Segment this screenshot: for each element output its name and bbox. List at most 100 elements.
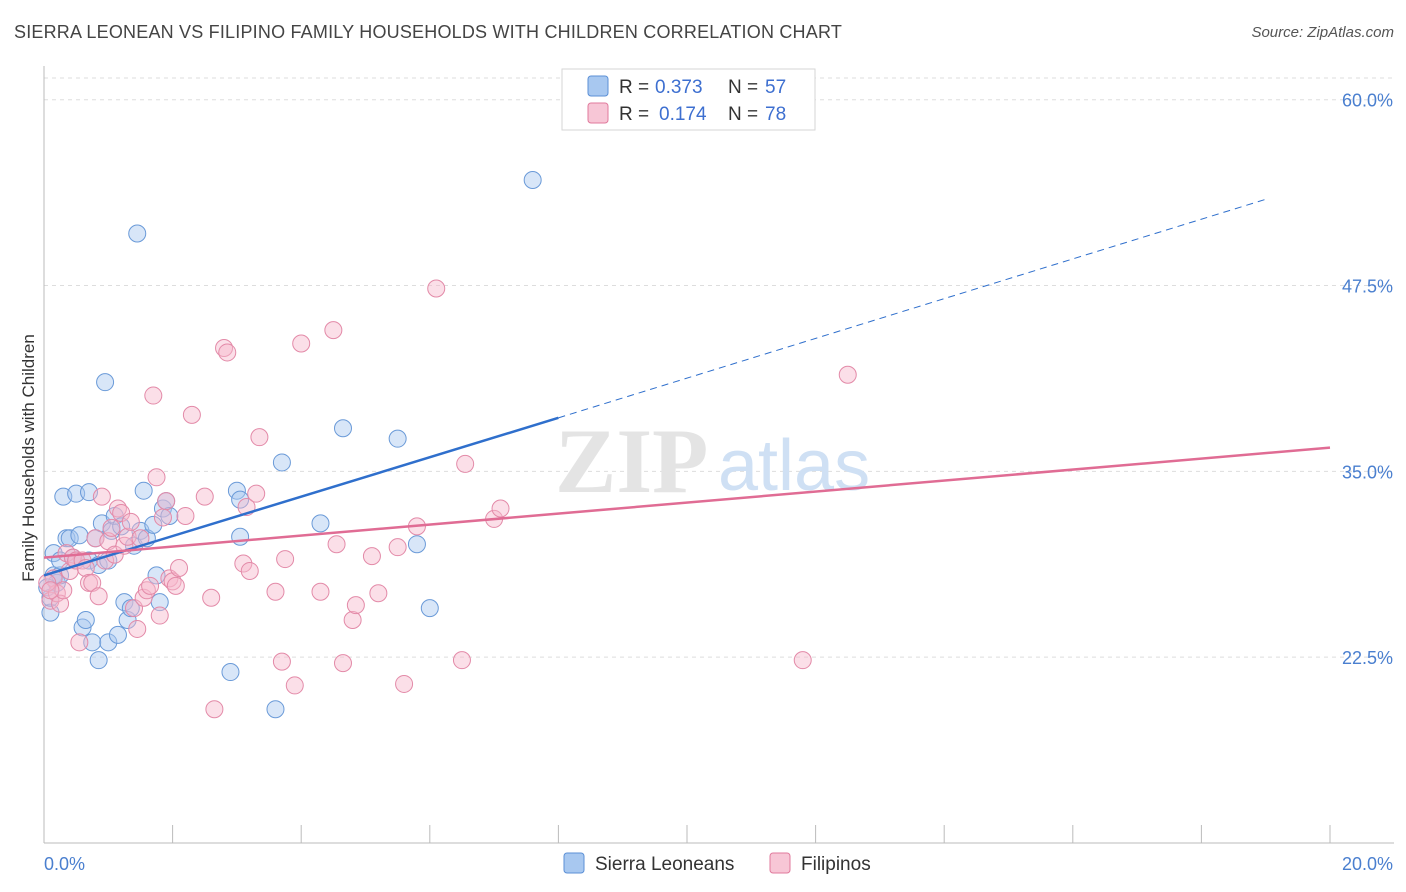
point-filipino-45 [205, 700, 224, 719]
point-filipino-67 [395, 674, 414, 693]
point-filipino-47 [218, 343, 237, 362]
point-sierra-55 [523, 171, 542, 190]
point-filipino-53 [266, 582, 285, 601]
data-points [38, 171, 857, 719]
point-filipino-3 [51, 594, 70, 613]
point-filipino-57 [292, 334, 311, 353]
point-sierra-34 [128, 224, 147, 243]
trend-lines [43, 198, 1331, 577]
point-filipino-9 [70, 633, 89, 652]
chart-source: Source: ZipAtlas.com [1251, 24, 1394, 41]
legend-n-value-filipino: 78 [765, 104, 786, 125]
point-sierra-38 [144, 515, 163, 534]
x-tick-label-min: 0.0% [44, 854, 85, 874]
legend-n-value-sierra: 57 [765, 77, 786, 98]
trend-line-sierra-extension [558, 198, 1266, 419]
point-filipino-60 [327, 535, 346, 554]
point-filipino-42 [182, 405, 201, 424]
point-filipino-64 [362, 547, 381, 566]
point-filipino-15 [89, 587, 108, 606]
point-sierra-49 [272, 453, 291, 472]
x-tick-labels: 0.0% 20.0% [44, 854, 1393, 874]
bottom-legend: Sierra Leoneans Filipinos [563, 852, 871, 875]
point-sierra-54 [420, 599, 439, 618]
point-filipino-32 [144, 386, 163, 405]
point-filipino-36 [157, 492, 176, 511]
point-sierra-25 [99, 633, 118, 652]
point-filipino-27 [128, 619, 147, 638]
point-filipino-44 [202, 588, 221, 607]
point-filipino-73 [491, 499, 510, 518]
point-sierra-23 [96, 373, 115, 392]
point-filipino-61 [333, 654, 352, 673]
y-tick-label-3: 60.0% [1342, 91, 1393, 111]
point-sierra-43 [160, 506, 179, 525]
point-filipino-63 [346, 596, 365, 615]
point-sierra-21 [89, 651, 108, 670]
point-sierra-12 [67, 484, 86, 503]
point-filipino-0 [41, 591, 60, 610]
point-sierra-29 [112, 517, 131, 536]
point-filipino-55 [276, 550, 295, 569]
x-tick-label-max: 20.0% [1342, 854, 1393, 874]
point-filipino-34 [150, 606, 169, 625]
watermark-zip: ZIP [555, 410, 708, 512]
legend-r-value-filipino: 0.174 [659, 104, 707, 125]
bottom-legend-swatch-filipino [769, 852, 791, 874]
point-filipino-41 [176, 506, 195, 525]
y-tick-labels: 22.5% 35.0% 47.5% 60.0% [1342, 91, 1393, 668]
point-sierra-50 [311, 514, 330, 533]
point-sierra-28 [108, 625, 127, 644]
point-filipino-75 [838, 365, 857, 384]
point-filipino-77 [41, 581, 60, 600]
watermark: ZIP atlas [555, 410, 870, 512]
point-filipino-69 [427, 279, 446, 298]
axes [43, 66, 1394, 844]
point-filipino-50 [240, 561, 259, 580]
point-sierra-46 [231, 527, 250, 546]
point-sierra-18 [83, 633, 102, 652]
y-axis-label: Family Households with Children [19, 334, 38, 582]
point-filipino-39 [166, 576, 185, 595]
legend-swatch-sierra [587, 75, 609, 97]
legend-swatch-filipino [587, 102, 609, 124]
point-sierra-13 [70, 526, 89, 545]
point-filipino-71 [456, 454, 475, 473]
point-filipino-33 [147, 468, 166, 487]
legend-n-label-filipino: N = [728, 104, 758, 125]
legend-box: R = 0.373 N = 57 R = 0.174 N = 78 [561, 68, 816, 131]
point-filipino-59 [324, 321, 343, 340]
y-tick-label-1: 35.0% [1342, 462, 1393, 482]
bottom-legend-label-sierra: Sierra Leoneans [595, 854, 734, 875]
point-filipino-40 [170, 558, 189, 577]
point-sierra-15 [76, 611, 95, 630]
legend-r-value-sierra: 0.373 [655, 77, 703, 98]
bottom-legend-label-filipino: Filipinos [801, 854, 871, 875]
point-filipino-35 [153, 508, 172, 527]
point-filipino-19 [102, 518, 121, 537]
point-sierra-51 [333, 419, 352, 438]
point-filipino-54 [272, 652, 291, 671]
point-filipino-31 [141, 576, 160, 595]
point-filipino-48 [234, 554, 253, 573]
trend-line-filipino [43, 446, 1331, 559]
point-filipino-43 [195, 487, 214, 506]
point-filipino-24 [118, 527, 137, 546]
point-filipino-62 [343, 611, 362, 630]
point-sierra-36 [134, 481, 153, 500]
bottom-legend-swatch-sierra [563, 852, 585, 874]
point-filipino-51 [247, 484, 266, 503]
point-filipino-56 [285, 676, 304, 695]
legend-n-label-sierra: N = [728, 77, 758, 98]
point-filipino-74 [793, 651, 812, 670]
point-sierra-48 [266, 700, 285, 719]
y-tick-label-2: 47.5% [1342, 277, 1393, 297]
point-sierra-52 [388, 429, 407, 448]
chart-title: SIERRA LEONEAN VS FILIPINO FAMILY HOUSEH… [14, 22, 843, 42]
legend-r-label-filipino: R = [619, 104, 649, 125]
point-filipino-25 [121, 512, 140, 531]
y-tick-label-0: 22.5% [1342, 648, 1393, 668]
point-filipino-70 [452, 651, 471, 670]
point-sierra-44 [221, 663, 240, 682]
